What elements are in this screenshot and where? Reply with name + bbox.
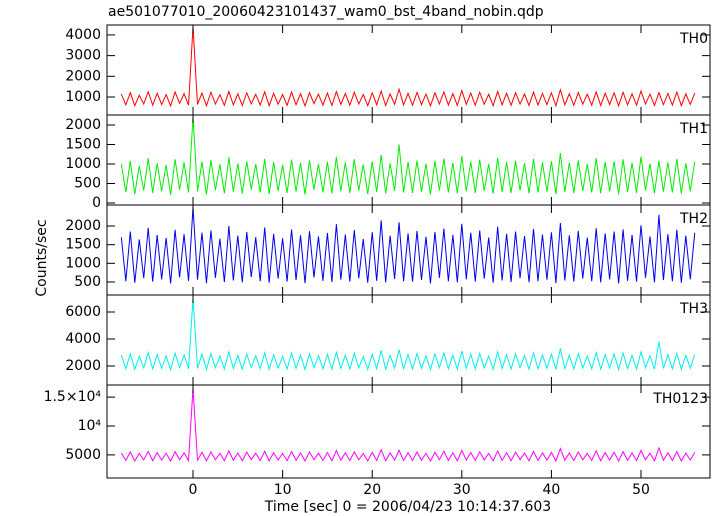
panel-frame <box>106 204 711 296</box>
y-tick-label: 1500 <box>65 136 101 152</box>
panel-label: TH1 <box>679 121 708 137</box>
x-tick-label: 10 <box>274 482 292 498</box>
data-line <box>120 117 696 195</box>
y-tick-label: 1.5×10⁴ <box>44 389 102 405</box>
data-line <box>120 26 696 108</box>
y-tick-label: 500 <box>74 176 101 192</box>
y-tick-label: 2000 <box>65 117 101 133</box>
x-tick-label: 30 <box>453 482 471 498</box>
y-tick-label: 3000 <box>65 48 101 64</box>
data-line <box>120 298 696 372</box>
panel-label: TH0123 <box>652 391 708 407</box>
y-tick-label: 5000 <box>65 447 101 463</box>
x-tick-label: 50 <box>632 482 650 498</box>
data-line <box>120 207 696 284</box>
y-tick-label: 1000 <box>65 89 101 105</box>
panel-label: TH2 <box>679 211 708 227</box>
data-line <box>120 388 696 463</box>
y-tick-label: 6000 <box>65 304 101 320</box>
y-tick-label: 4000 <box>65 27 101 43</box>
y-tick-label: 2000 <box>65 68 101 84</box>
y-tick-label: 2000 <box>65 218 101 234</box>
y-tick-label: 10⁴ <box>78 418 102 434</box>
y-tick-label: 0 <box>92 195 101 211</box>
x-tick-label: 0 <box>189 482 198 498</box>
y-tick-label: 1500 <box>65 237 101 253</box>
panel-frame <box>106 294 711 386</box>
panel-label: TH0 <box>679 31 708 47</box>
x-tick-label: 40 <box>542 482 560 498</box>
panel-frame <box>106 384 711 479</box>
y-tick-label: 1000 <box>65 255 101 271</box>
panel-frame <box>106 114 711 206</box>
x-axis-label: Time [sec] 0 = 2006/04/23 10:14:37.603 <box>264 499 551 515</box>
y-tick-label: 2000 <box>65 358 101 374</box>
y-axis-label: Counts/sec <box>34 219 50 296</box>
y-tick-label: 1000 <box>65 156 101 172</box>
y-tick-label: 500 <box>74 274 101 290</box>
chart-title: ae501077010_20060423101437_wam0_bst_4ban… <box>108 4 544 20</box>
x-tick-label: 20 <box>363 482 381 498</box>
panel-label: TH3 <box>679 301 708 317</box>
y-tick-label: 4000 <box>65 331 101 347</box>
